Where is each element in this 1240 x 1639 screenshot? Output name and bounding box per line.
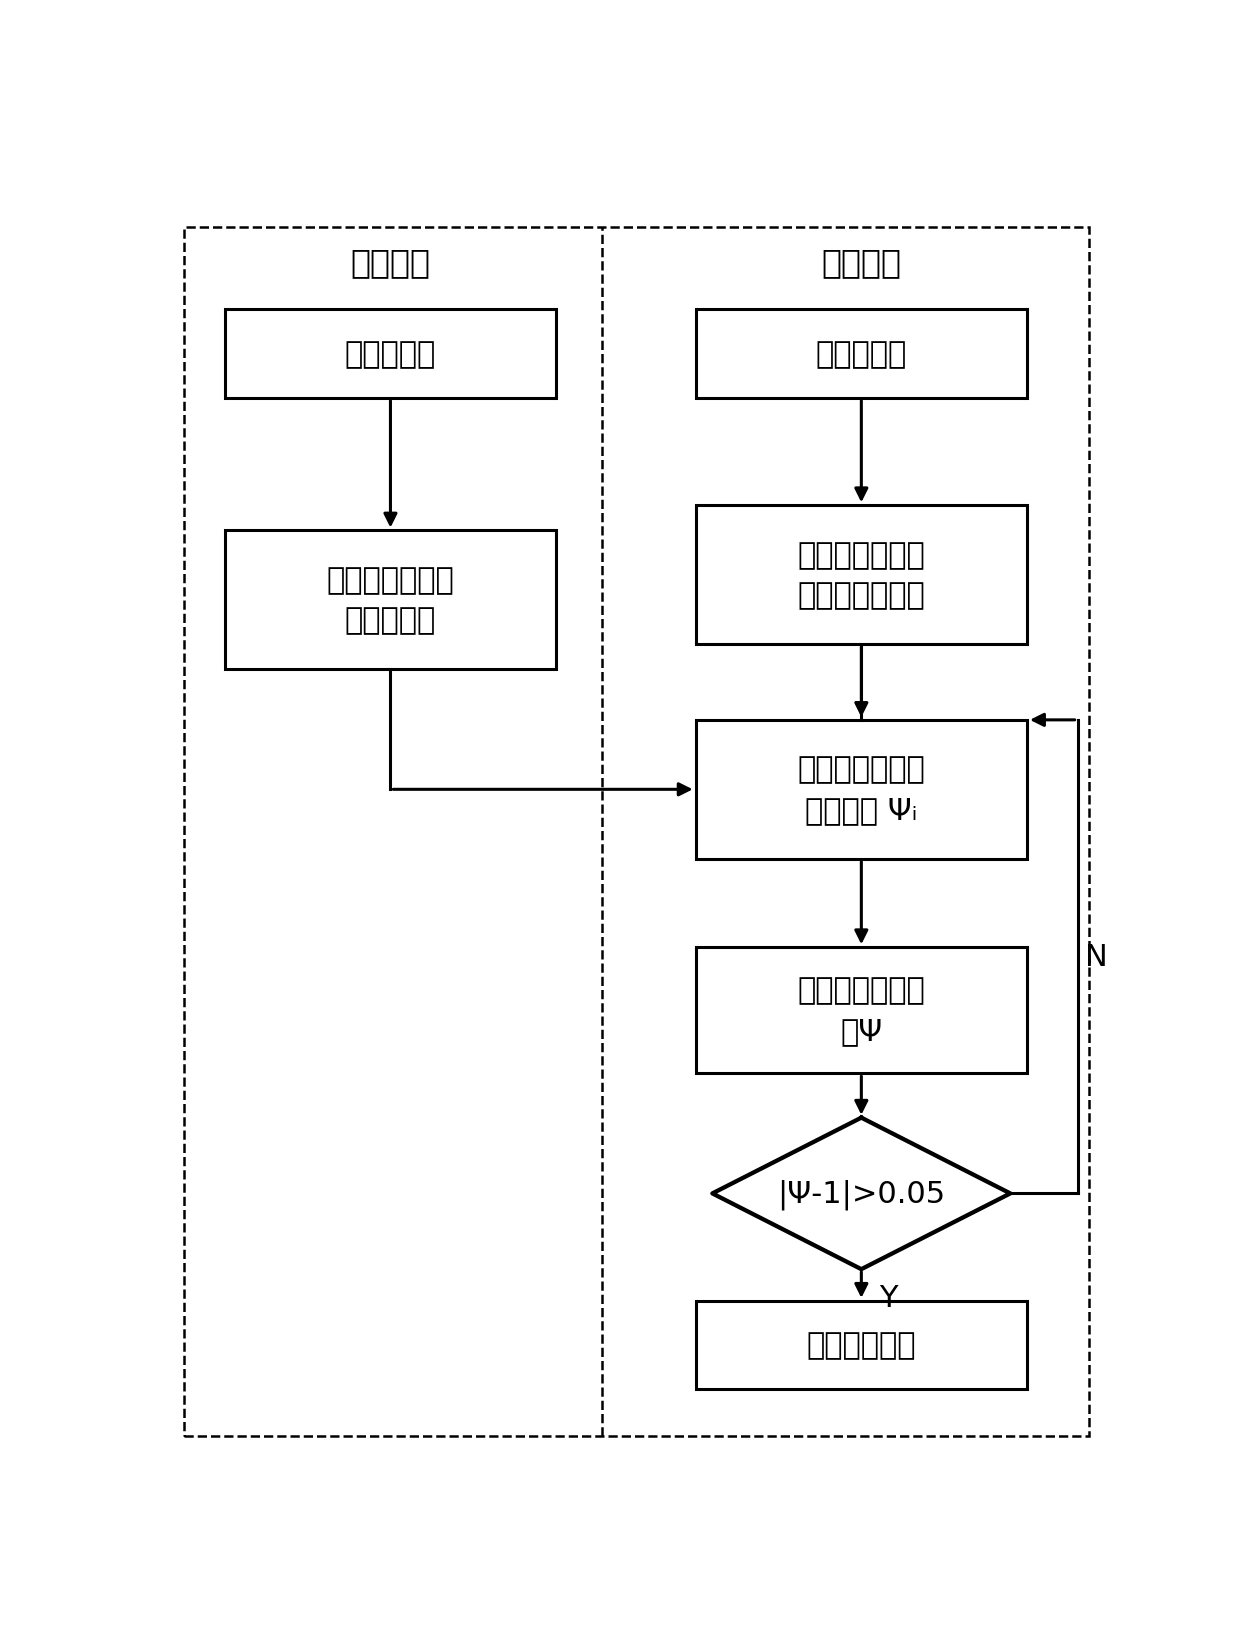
- Text: |Ψ-1|>0.05: |Ψ-1|>0.05: [777, 1178, 945, 1210]
- Bar: [224, 531, 557, 670]
- Bar: [696, 721, 1027, 859]
- Text: 给出判定结果: 给出判定结果: [806, 1331, 916, 1360]
- Text: 计算综合评价指
标Ψ: 计算综合评价指 标Ψ: [797, 975, 925, 1046]
- Polygon shape: [712, 1118, 1011, 1269]
- Bar: [696, 506, 1027, 644]
- Text: 离线计算: 离线计算: [351, 246, 430, 279]
- Text: 在线检测: 在线检测: [821, 246, 901, 279]
- Bar: [696, 1301, 1027, 1390]
- Text: 在线数据集: 在线数据集: [816, 339, 906, 369]
- Text: 计算历史数据集
协方差矩阵: 计算历史数据集 协方差矩阵: [326, 565, 454, 636]
- Text: Y: Y: [879, 1283, 897, 1313]
- Bar: [224, 310, 557, 398]
- Text: 历史数据集: 历史数据集: [345, 339, 436, 369]
- Bar: [696, 310, 1027, 398]
- Bar: [696, 947, 1027, 1074]
- Text: 计算在线动态数
据集协方差矩阵: 计算在线动态数 据集协方差矩阵: [797, 541, 925, 610]
- Text: 计算每类数据的
评价指标 Ψᵢ: 计算每类数据的 评价指标 Ψᵢ: [797, 756, 925, 824]
- Text: N: N: [1085, 942, 1109, 972]
